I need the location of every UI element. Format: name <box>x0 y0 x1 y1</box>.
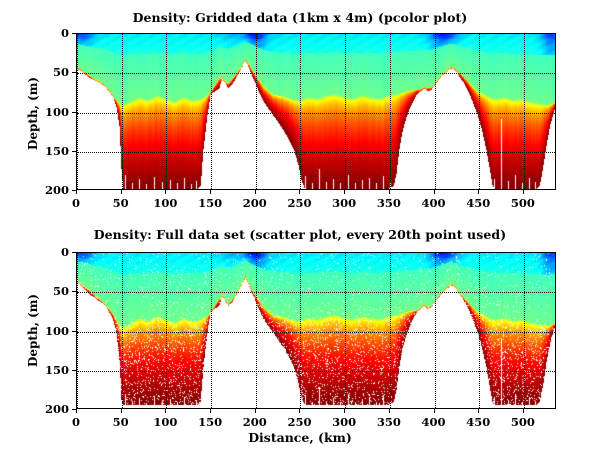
y-tick-mark <box>72 409 76 410</box>
x-tick-label: 250 <box>287 196 312 210</box>
x-tick-label: 50 <box>112 196 129 210</box>
x-tick-label: 0 <box>71 415 81 429</box>
y-tick-label: 50 <box>52 284 69 299</box>
x-tick-mark <box>344 409 346 413</box>
plot-area <box>76 252 556 409</box>
y-tick-label: 50 <box>52 65 69 80</box>
x-tick-mark <box>388 409 390 413</box>
panel-title: Density: Full data set (scatter plot, ev… <box>93 227 507 242</box>
x-tick-label: 450 <box>466 196 491 210</box>
x-tick-mark <box>388 190 390 194</box>
x-tick-label: 450 <box>466 415 491 429</box>
x-tick-label: 200 <box>242 196 267 210</box>
y-tick-mark <box>72 252 76 253</box>
x-tick-mark <box>344 190 346 194</box>
density-scatter-image <box>77 253 555 408</box>
y-tick-mark <box>72 111 76 113</box>
y-tick-label: 150 <box>44 143 69 158</box>
y-tick-label: 200 <box>44 402 69 416</box>
density-section-image <box>77 34 555 189</box>
x-tick-label: 400 <box>421 415 446 429</box>
y-tick-mark <box>72 369 76 371</box>
y-tick-mark <box>72 330 76 332</box>
y-tick-label: 100 <box>44 104 69 119</box>
x-tick-mark <box>299 190 301 194</box>
x-tick-label: 150 <box>198 415 223 429</box>
x-tick-mark <box>299 409 301 413</box>
y-tick-label: 200 <box>44 183 69 197</box>
x-tick-mark <box>522 409 524 413</box>
x-axis-label: Distance, (km) <box>248 430 352 445</box>
panel-full-dataset-scatter: Density: Full data set (scatter plot, ev… <box>0 219 600 451</box>
x-tick-mark <box>433 190 435 194</box>
x-tick-label: 0 <box>71 196 81 210</box>
x-tick-mark <box>76 409 77 413</box>
x-tick-mark <box>165 409 167 413</box>
x-tick-label: 250 <box>287 415 312 429</box>
x-tick-mark <box>478 190 480 194</box>
x-tick-label: 500 <box>510 415 535 429</box>
y-tick-label: 0 <box>60 245 69 259</box>
x-tick-mark <box>76 190 77 194</box>
x-tick-mark <box>433 409 435 413</box>
x-tick-mark <box>254 190 256 194</box>
x-tick-label: 350 <box>376 415 401 429</box>
panel-gridded-pcolor: Density: Gridded data (1km x 4m) (pcolor… <box>0 0 600 225</box>
y-tick-mark <box>72 291 76 293</box>
x-tick-mark <box>254 409 256 413</box>
x-tick-mark <box>210 190 212 194</box>
x-tick-mark <box>210 409 212 413</box>
x-tick-label: 200 <box>242 415 267 429</box>
y-tick-mark <box>72 190 76 191</box>
x-tick-label: 300 <box>332 415 357 429</box>
x-tick-label: 350 <box>376 196 401 210</box>
x-tick-label: 150 <box>198 196 223 210</box>
y-tick-mark <box>72 150 76 152</box>
x-tick-mark <box>522 190 524 194</box>
x-tick-label: 400 <box>421 196 446 210</box>
x-tick-label: 300 <box>332 196 357 210</box>
x-tick-mark <box>165 190 167 194</box>
x-tick-mark <box>120 190 122 194</box>
y-tick-label: 0 <box>60 26 69 40</box>
y-tick-mark <box>72 72 76 74</box>
y-tick-label: 100 <box>44 323 69 338</box>
x-tick-label: 500 <box>510 196 535 210</box>
x-tick-mark <box>478 409 480 413</box>
y-tick-label: 150 <box>44 362 69 377</box>
x-tick-label: 50 <box>112 415 129 429</box>
x-tick-label: 100 <box>153 196 178 210</box>
x-tick-label: 100 <box>153 415 178 429</box>
panel-title: Density: Gridded data (1km x 4m) (pcolor… <box>132 10 468 25</box>
x-tick-mark <box>120 409 122 413</box>
plot-area <box>76 33 556 190</box>
y-tick-mark <box>72 33 76 34</box>
